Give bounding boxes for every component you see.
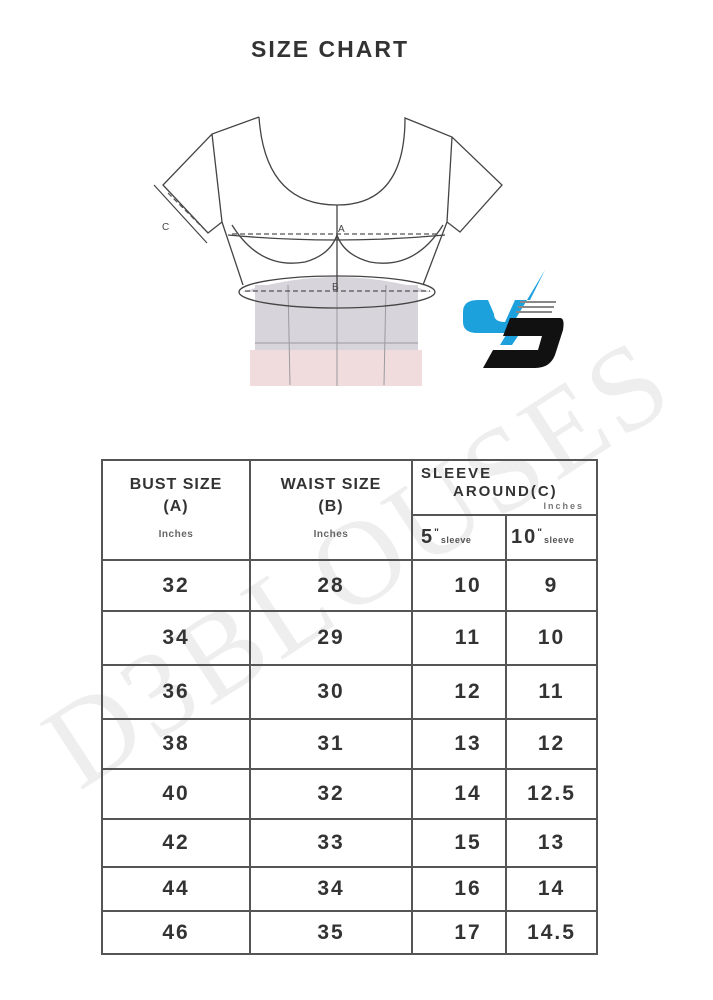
bust-cell: 34: [101, 610, 251, 666]
table-row: 36 30 12 11: [101, 664, 598, 720]
sleeve-sub: (C): [530, 483, 558, 500]
table-row: 42 33 15 13: [101, 818, 598, 868]
bust-cups: [231, 224, 444, 264]
sleeve-10-cell: 12.5: [505, 768, 598, 820]
waist-cell: 34: [249, 866, 413, 912]
sleeve-line: [167, 192, 206, 231]
sleeve-5-cell: 13: [411, 718, 507, 770]
sleeve-line1: SLEEVE: [421, 465, 493, 482]
sleeve-5-cell: 12: [411, 664, 507, 720]
bust-cell: 44: [101, 866, 251, 912]
size-chart-table: BUST SIZE (A) Inches WAIST SIZE (B) Inch…: [101, 459, 598, 955]
sleeve-10-cell: 10: [505, 610, 598, 666]
sleeve-5-cell: 10: [411, 559, 507, 612]
bust-cell: 38: [101, 718, 251, 770]
header-waist: WAIST SIZE (B) Inches: [249, 459, 413, 561]
waist-cell: 29: [249, 610, 413, 666]
sleeve-5-cell: 16: [411, 866, 507, 912]
label-c: C: [162, 222, 169, 233]
sleeve-5-cell: 11: [411, 610, 507, 666]
sleeve-10-cell: 11: [505, 664, 598, 720]
header-bust: BUST SIZE (A) Inches: [101, 459, 251, 561]
brand-logo: [463, 270, 564, 368]
sleeve5-label: sleeve: [440, 535, 472, 545]
bust-sub: (A): [163, 498, 189, 515]
sleeve-10-cell: 13: [505, 818, 598, 868]
waist-cell: 31: [249, 718, 413, 770]
page-title: SIZE CHART: [251, 36, 409, 62]
sleeve-10-cell: 9: [505, 559, 598, 612]
sleeve10-num: 10: [511, 526, 538, 548]
bust-cell: 46: [101, 910, 251, 955]
skirt: [250, 350, 422, 386]
blouse-outline: [162, 116, 503, 286]
waist-sub: (B): [318, 498, 344, 515]
sleeve-10-cell: 14: [505, 866, 598, 912]
label-b: B: [332, 282, 339, 293]
sleeve-5-cell: 17: [411, 910, 507, 955]
table-row: 34 29 11 10: [101, 610, 598, 666]
table-row: 46 35 17 14.5: [101, 910, 598, 955]
bust-cell: 40: [101, 768, 251, 820]
sleeve5-mark: ": [434, 527, 441, 539]
table-row: 44 34 16 14: [101, 866, 598, 912]
sleeve-line2: AROUND: [453, 483, 531, 500]
waist-cell: 32: [249, 768, 413, 820]
waist-unit: Inches: [313, 529, 349, 540]
waist-cell: 35: [249, 910, 413, 955]
sleeve-unit: Inches: [543, 501, 584, 511]
waist-cell: 28: [249, 559, 413, 612]
bust-cell: 36: [101, 664, 251, 720]
header-sleeve-10: 10"sleeve: [505, 514, 598, 561]
waist-cell: 30: [249, 664, 413, 720]
sleeve-10-cell: 12: [505, 718, 598, 770]
sleeve-5-cell: 14: [411, 768, 507, 820]
table-row: 32 28 10 9: [101, 559, 598, 612]
bust-label: BUST SIZE: [129, 476, 223, 493]
bust-cell: 42: [101, 818, 251, 868]
sleeve-10-cell: 14.5: [505, 910, 598, 955]
sleeve10-label: sleeve: [544, 535, 575, 545]
blouse-diagram: A B C: [153, 116, 564, 386]
sleeve5-num: 5: [421, 526, 435, 548]
table-row: 38 31 13 12: [101, 718, 598, 770]
header-sleeve-5: 5"sleeve: [411, 514, 507, 561]
waist-ellipse: [238, 275, 436, 309]
waist-label: WAIST SIZE: [280, 476, 382, 493]
label-a: A: [338, 224, 345, 235]
table-row: 40 32 14 12.5: [101, 768, 598, 820]
bust-cell: 32: [101, 559, 251, 612]
waist-cell: 33: [249, 818, 413, 868]
bust-unit: Inches: [158, 529, 194, 540]
sleeve10-mark: ": [537, 527, 544, 539]
sleeve-5-cell: 15: [411, 818, 507, 868]
header-sleeve: SLEEVE AROUND(C) Inches: [411, 459, 598, 516]
